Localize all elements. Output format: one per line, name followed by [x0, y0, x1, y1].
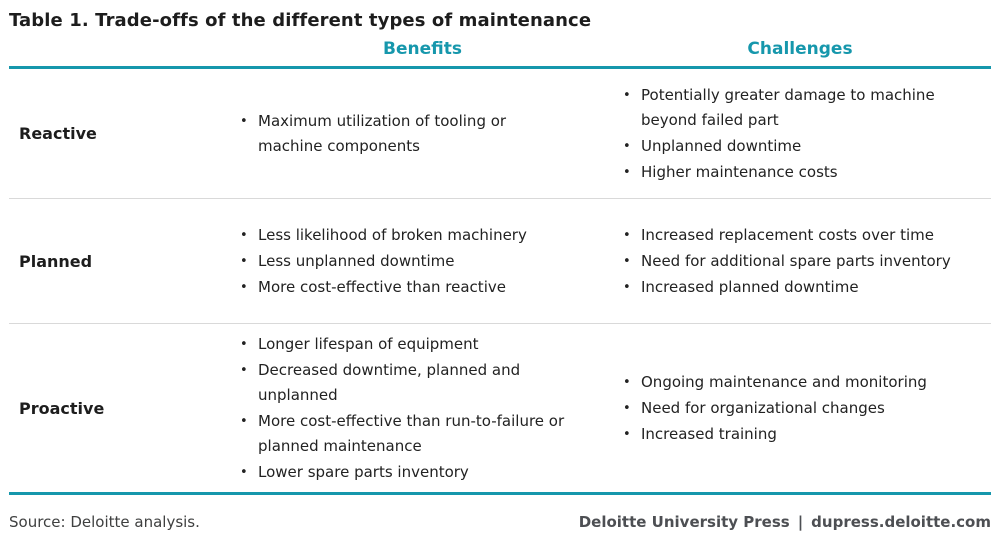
- row-label-planned: Planned: [19, 251, 93, 271]
- publisher-site: dupress.deloitte.com: [811, 513, 991, 531]
- reactive-challenges-list: Potentially greater damage to machine be…: [622, 83, 964, 185]
- publisher-credit: Deloitte University Press | dupress.deloit…: [579, 513, 991, 531]
- bullet-item: Lower spare parts inventory: [239, 460, 571, 485]
- bullet-item: Increased training: [622, 422, 964, 447]
- proactive-benefits-cell: Longer lifespan of equipment Decreased d…: [236, 331, 609, 486]
- bullet-item: Need for organizational changes: [622, 396, 964, 421]
- bullet-item: Maximum utilization of tooling or machin…: [239, 109, 571, 159]
- bullet-item: Longer lifespan of equipment: [239, 332, 571, 357]
- bullet-item: More cost-effective than run-to-failure …: [239, 409, 571, 459]
- bullet-item: Higher maintenance costs: [622, 160, 964, 185]
- pipe-separator: |: [797, 513, 804, 531]
- reactive-benefits-list: Maximum utilization of tooling or machin…: [239, 109, 571, 159]
- bullet-item: Unplanned downtime: [622, 134, 964, 159]
- publisher-name: Deloitte University Press: [578, 513, 790, 531]
- bullet-item: Decreased downtime, planned and unplanne…: [239, 358, 571, 408]
- reactive-challenges-cell: Potentially greater damage to machine be…: [609, 82, 991, 186]
- reactive-benefits-cell: Maximum utilization of tooling or machin…: [236, 108, 609, 160]
- source-note: Source: Deloitte analysis.: [9, 513, 200, 531]
- bullet-item: Less likelihood of broken machinery: [239, 223, 571, 248]
- maintenance-tradeoffs-table: Table 1. Trade-offs of the different typ…: [0, 0, 1000, 531]
- table-row-reactive: Reactive Maximum utilization of tooling …: [9, 69, 991, 198]
- table-footer: Source: Deloitte analysis. Deloitte Univ…: [9, 495, 991, 531]
- bottom-accent-rule: [9, 492, 991, 495]
- table-title: Table 1. Trade-offs of the different typ…: [9, 10, 592, 31]
- bullet-item: Increased planned downtime: [622, 275, 964, 300]
- column-header-challenges: Challenges: [747, 39, 853, 59]
- row-label-reactive: Reactive: [19, 124, 97, 143]
- planned-benefits-list: Less likelihood of broken machinery Less…: [239, 223, 571, 300]
- bullet-item: Potentially greater damage to machine be…: [622, 83, 964, 133]
- bullet-item: Increased replacement costs over time: [622, 223, 964, 248]
- bullet-item: Less unplanned downtime: [239, 249, 571, 274]
- planned-benefits-cell: Less likelihood of broken machinery Less…: [236, 222, 609, 301]
- row-label-proactive: Proactive: [19, 398, 105, 418]
- table-header-row: Benefits Challenges: [9, 39, 991, 69]
- table-row-proactive: Proactive Longer lifespan of equipment D…: [9, 323, 991, 492]
- planned-challenges-cell: Increased replacement costs over time Ne…: [609, 222, 991, 301]
- bullet-item: More cost-effective than reactive: [239, 275, 571, 300]
- table-row-planned: Planned Less likelihood of broken machin…: [9, 198, 991, 323]
- bullet-item: Need for additional spare parts inventor…: [622, 249, 964, 274]
- proactive-benefits-list: Longer lifespan of equipment Decreased d…: [239, 332, 571, 485]
- bullet-item: Ongoing maintenance and monitoring: [622, 370, 964, 395]
- proactive-challenges-list: Ongoing maintenance and monitoring Need …: [622, 370, 964, 447]
- planned-challenges-list: Increased replacement costs over time Ne…: [622, 223, 964, 300]
- column-header-benefits: Benefits: [383, 39, 462, 59]
- proactive-challenges-cell: Ongoing maintenance and monitoring Need …: [609, 369, 991, 448]
